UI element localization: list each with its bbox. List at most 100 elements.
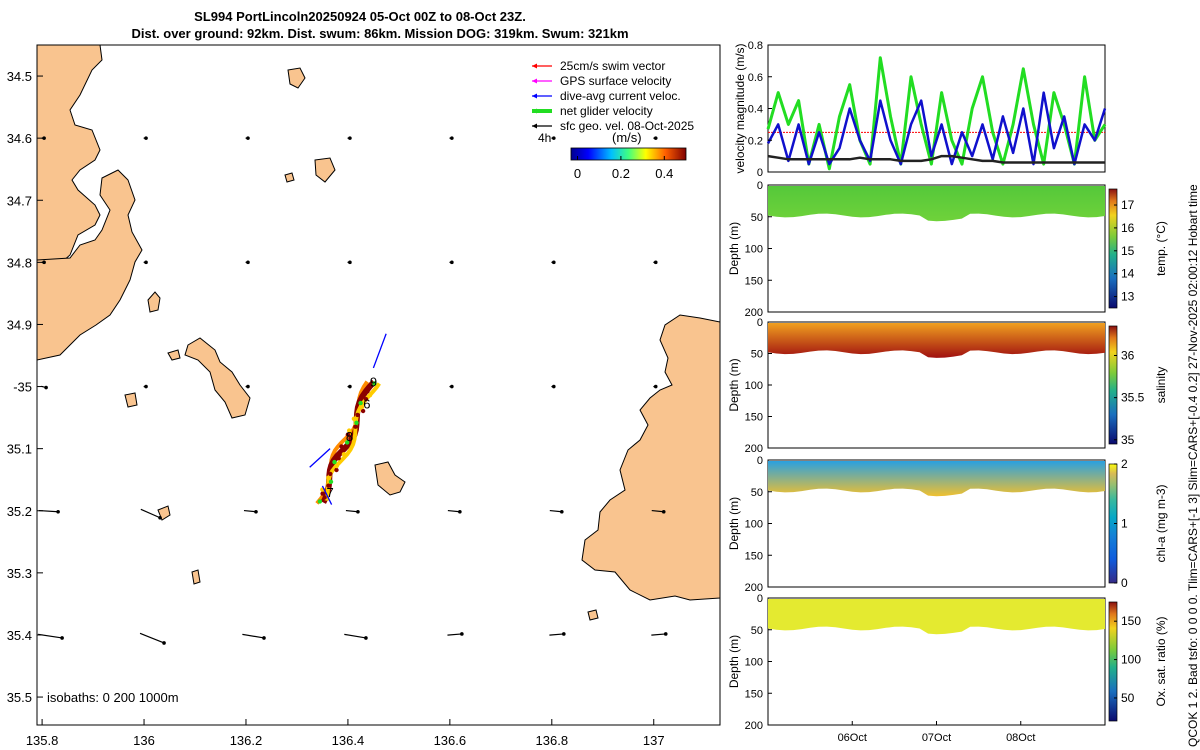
y-tick-label: 34.9	[7, 317, 32, 332]
colorbar-title: (m/s)	[612, 130, 642, 145]
geo-vector-head	[42, 260, 46, 265]
geo-vector-head	[551, 260, 556, 265]
current-vector	[372, 333, 387, 369]
geo-vector	[651, 633, 666, 636]
velocity-series-line	[767, 154, 1105, 164]
qc-note: QCOK 1 2. Bad tsfo: 0 0 0 0. Tlim=CARS+[…	[1186, 184, 1200, 747]
colorbar-tick-label: 35	[1121, 433, 1135, 447]
x-tick-label: 136.4	[332, 733, 365, 748]
geo-vector	[243, 509, 257, 513]
colorbar-tick-label: 0.2	[612, 166, 630, 181]
geo-vector-head	[262, 636, 266, 640]
colorbar-label: salinity	[1154, 367, 1168, 404]
track-point	[355, 412, 360, 418]
geo-vector-head	[60, 636, 64, 640]
velocity-y-tick-label: 0.4	[748, 104, 763, 116]
track-day-labels: 96 8 7	[327, 375, 378, 501]
depth-tick-label: 50	[751, 625, 763, 637]
geo-vector-head	[144, 136, 148, 140]
map-axis-ticks: 135.8 136 136.2 136.4 136.6 136.8 137 34.5 34.6 3…	[7, 69, 665, 748]
geo-vector-head	[356, 509, 360, 514]
colorbar-tick-label: 15	[1121, 244, 1135, 258]
legend-arrowhead	[532, 108, 537, 114]
land-east-coast	[581, 314, 720, 601]
profile-frame	[767, 321, 1106, 449]
y-tick-label: 34.8	[7, 255, 32, 270]
track-point	[320, 491, 325, 496]
island-small-8	[191, 569, 201, 585]
colorbar-tick-label: 0.4	[655, 166, 673, 181]
track-point	[365, 389, 370, 394]
profile-data-fill	[768, 461, 1105, 497]
track-point	[326, 483, 331, 488]
land-west-mainland	[37, 45, 103, 263]
y-tick-label: 34.5	[7, 69, 32, 84]
depth-tick-label: 100	[745, 519, 763, 531]
depth-tick-label: 200	[745, 582, 763, 594]
y-tick-label: 35.4	[7, 628, 32, 643]
geo-vector-head	[348, 260, 352, 265]
depth-tick-label: 50	[751, 487, 763, 499]
velocity-series-line	[766, 56, 1107, 171]
geo-vector-head	[56, 509, 60, 514]
colorbar-tick-label: 50	[1121, 691, 1135, 705]
geo-vector-head	[246, 260, 250, 265]
geo-vector-head	[551, 384, 556, 389]
y-tick-label: 35.5	[7, 690, 32, 705]
legend-label: sfc geo. vel. 08-Oct-2025	[560, 119, 694, 133]
island-boston	[147, 291, 161, 313]
geo-vector	[242, 633, 265, 639]
map-panel: 135.8 136 136.2 136.4 136.6 136.8 137 34.5 34.6 3…	[7, 44, 721, 748]
geo-vector-head	[364, 636, 368, 640]
profile-data-fill	[768, 186, 1105, 222]
depth-tick-label: 0	[757, 180, 763, 192]
geo-vector-head	[450, 384, 454, 389]
track-point	[360, 408, 366, 414]
profile-frame	[767, 184, 1106, 313]
track-day-label: 7	[327, 485, 334, 500]
track-point	[322, 495, 327, 500]
track-point	[363, 397, 369, 402]
depth-tick-label: 200	[745, 307, 763, 319]
geo-vector	[344, 633, 367, 639]
y-tick-label: 35.3	[7, 566, 32, 581]
geo-vector-head	[348, 384, 352, 389]
x-tick-label: 136.6	[434, 733, 467, 748]
depth-tick-label: 100	[745, 657, 763, 669]
colorbar-tick-label: 36	[1121, 349, 1135, 363]
colorbar-tick-label: 150	[1121, 614, 1141, 628]
velocity-y-tick-label: 0.6	[748, 72, 763, 84]
geo-vector-head	[551, 136, 556, 140]
island-small-5	[284, 172, 295, 183]
legend-label: dive-avg current veloc.	[560, 89, 681, 103]
island-small-3	[287, 67, 306, 89]
track-point	[345, 440, 350, 445]
depth-tick-label: 200	[745, 720, 763, 732]
track-point	[353, 424, 358, 429]
colorbar-label: Ox. sat. ratio (%)	[1154, 616, 1168, 706]
colorbar-tick-label: 0	[574, 166, 581, 181]
land-west-peninsula	[37, 169, 143, 361]
depth-tick-label: 150	[745, 275, 763, 287]
colorbar-tick-label: 14	[1121, 267, 1135, 281]
profile-colorbar	[1108, 188, 1118, 309]
track-point	[317, 499, 323, 504]
depth-tick-label: 0	[757, 455, 763, 467]
velocity-series-line	[766, 91, 1107, 166]
profile-data-fill	[768, 599, 1105, 635]
geo-vector-head	[348, 136, 352, 140]
colorbar-tick-label: 0	[1121, 576, 1128, 590]
profile-colorbar	[1108, 325, 1118, 445]
geo-vector-head	[246, 384, 250, 389]
y-tick-label: 35.1	[7, 442, 32, 457]
geo-vector-head	[561, 632, 566, 636]
colorbar-ticks: 0 0.2 0.4	[574, 156, 673, 181]
time-tick-label: 08Oct	[1006, 732, 1035, 744]
velocity-y-tick-label: 0.8	[748, 40, 763, 52]
depth-tick-label: 0	[757, 593, 763, 605]
speed-colorbar	[570, 147, 687, 161]
y-tick-label: 35.2	[7, 504, 32, 519]
track-point	[367, 393, 373, 398]
current-vector	[321, 485, 333, 505]
